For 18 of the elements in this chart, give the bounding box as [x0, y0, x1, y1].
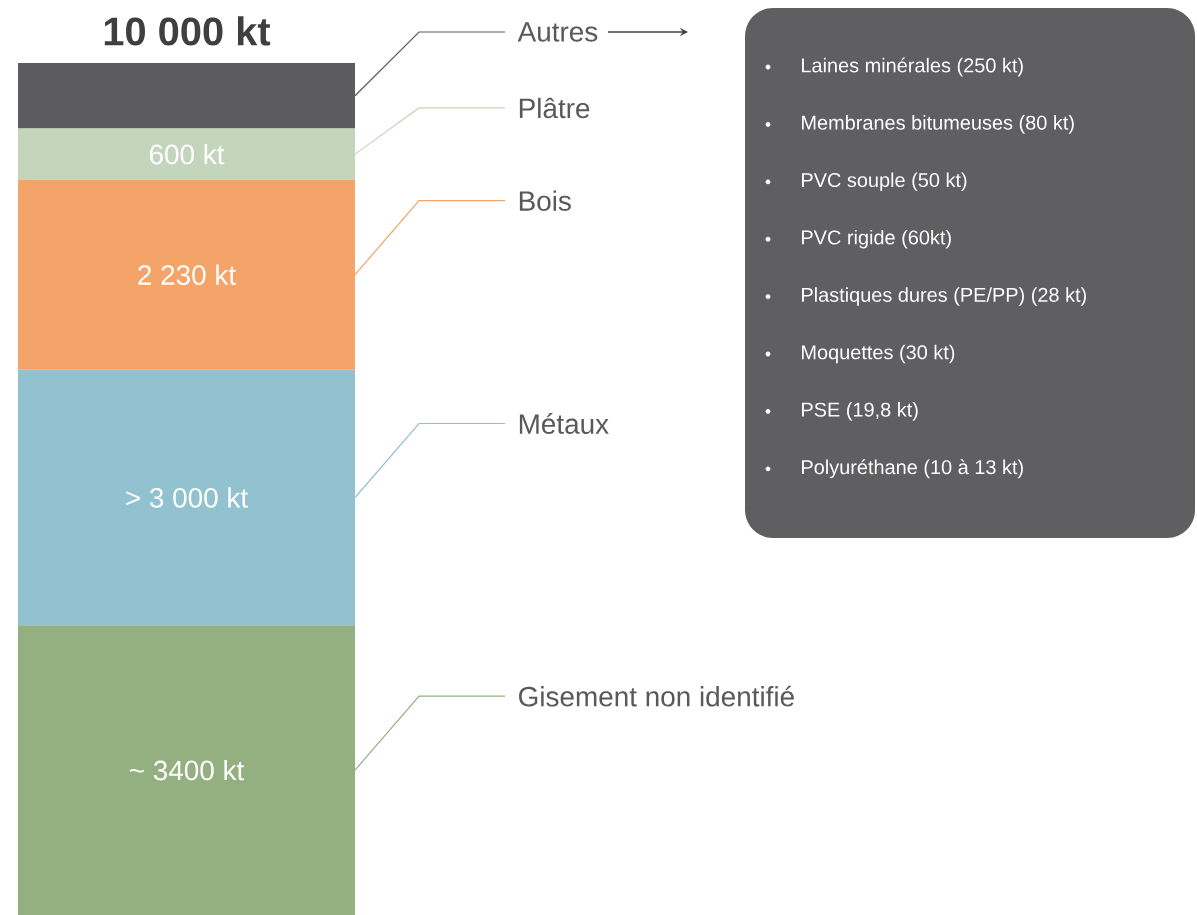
text: Laines minérales (250 kt)	[802, 57, 1023, 77]
data-label: 2 230 kt	[138, 264, 236, 285]
data-label: > 3 000 kt	[126, 487, 248, 508]
text: Bois	[519, 190, 571, 211]
text: Moquettes (30 kt)	[802, 344, 955, 364]
text: PVC rigide (60kt)	[802, 229, 951, 249]
data-label: 600 kt	[149, 143, 225, 165]
text: Autres	[517, 22, 598, 42]
text: Plâtre	[519, 97, 590, 119]
total-label: 10 000 kt	[104, 16, 271, 46]
data-label: ~ 3400 kt	[129, 759, 245, 781]
text: Membranes bitumeuses (80 kt)	[802, 115, 1074, 134]
text: Plastiques dures (PE/PP) (28 kt)	[802, 287, 1086, 306]
text: Gisement non identifié	[519, 685, 794, 707]
text: Polyuréthane (10 à 13 kt)	[802, 459, 1023, 479]
text: PVC souple (50 kt)	[802, 172, 967, 192]
text: PSE (19,8 kt)	[802, 402, 918, 421]
text: Métaux	[519, 413, 609, 434]
